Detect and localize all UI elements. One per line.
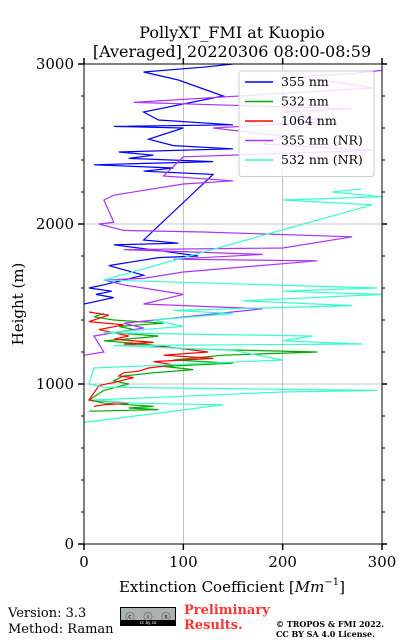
legend-box bbox=[238, 70, 375, 177]
preliminary-notice: Preliminary Results. bbox=[184, 603, 270, 633]
x-tick-label-0: 0 bbox=[79, 553, 89, 571]
legend-label-2: 1064 nm bbox=[281, 113, 337, 128]
cc-license-badge: ⓒ ⓘ ⓢ cc by sa bbox=[120, 607, 176, 626]
x-tick-label-2: 200 bbox=[268, 553, 297, 571]
y-axis-label: Height (m) bbox=[9, 263, 27, 346]
version-text: Version: 3.3 bbox=[8, 606, 87, 621]
preliminary-line2: Results. bbox=[184, 618, 243, 633]
x-axis-label: Extinction Coefficient [Mm−1] bbox=[119, 577, 345, 596]
y-tick-label-2: 2000 bbox=[36, 215, 74, 233]
x-tick-label-1: 100 bbox=[169, 553, 198, 571]
cc-badge-text: cc by sa bbox=[121, 620, 175, 625]
series-line-532-nm bbox=[87, 313, 318, 412]
by-icon: ⓘ bbox=[143, 613, 153, 623]
series-line-1064-nm bbox=[87, 311, 214, 407]
legend-label-4: 532 nm (NR) bbox=[281, 152, 363, 167]
x-tick-label-3: 300 bbox=[368, 553, 397, 571]
series-line-355-nm bbox=[84, 64, 234, 305]
chart-subtitle: [Averaged] 20220306 08:00-08:59 bbox=[93, 42, 371, 61]
copyright-notice: © TROPOS & FMI 2022. CC BY SA 4.0 Licens… bbox=[276, 619, 384, 639]
y-tick-label-1: 1000 bbox=[36, 375, 74, 393]
plot-frame bbox=[83, 63, 383, 545]
cc-icon: ⓒ bbox=[125, 613, 135, 623]
y-tick-label-3: 3000 bbox=[36, 55, 74, 73]
copyright-line2: CC BY SA 4.0 License. bbox=[276, 629, 375, 639]
y-tick-label-0: 0 bbox=[64, 535, 74, 553]
method-text: Method: Raman bbox=[8, 622, 114, 637]
chart-title: PollyXT_FMI at Kuopio bbox=[139, 23, 325, 42]
legend-label-0: 355 nm bbox=[281, 74, 329, 89]
legend-label-1: 532 nm bbox=[281, 94, 329, 109]
series-line-532-nm-nr bbox=[84, 188, 382, 423]
copyright-line1: © TROPOS & FMI 2022. bbox=[276, 619, 385, 629]
preliminary-line1: Preliminary bbox=[184, 603, 270, 618]
sa-icon: ⓢ bbox=[161, 613, 171, 623]
footer-info: Version: 3.3 Method: Raman bbox=[8, 606, 114, 638]
legend: 355 nm 532 nm 1064 nm 355 nm (NR) 532 nm (NR… bbox=[238, 70, 375, 177]
legend-label-3: 355 nm (NR) bbox=[281, 133, 363, 148]
